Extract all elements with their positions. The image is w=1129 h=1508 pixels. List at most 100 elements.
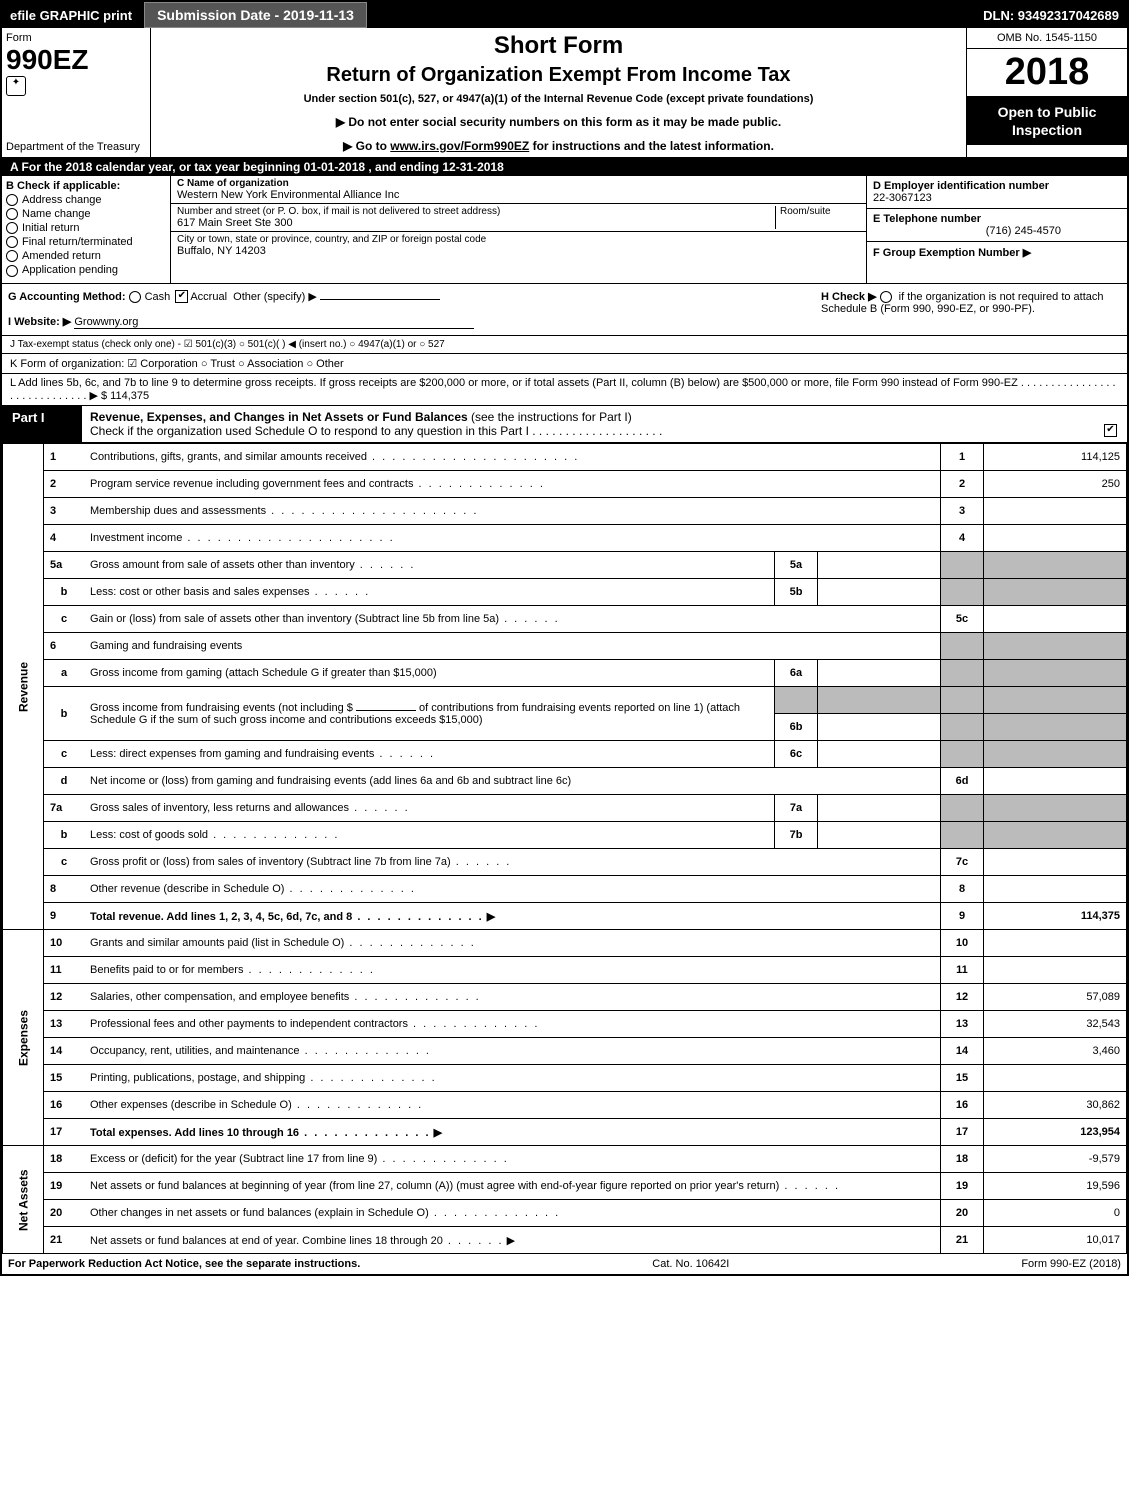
line-box: 12 (941, 984, 984, 1011)
line-amount: 30,862 (984, 1092, 1127, 1119)
line-amount (984, 525, 1127, 552)
sub-box-label: 7a (775, 795, 818, 822)
shaded-cell (984, 579, 1127, 606)
goto-link[interactable]: www.irs.gov/Form990EZ (390, 139, 529, 153)
line-num: 10 (44, 930, 85, 957)
checkbox-icon[interactable] (6, 194, 18, 206)
shaded-cell (941, 633, 984, 660)
address-label: Number and street (or P. O. box, if mail… (177, 206, 775, 217)
row-j-tax-exempt: J Tax-exempt status (check only one) - ☑… (2, 336, 1127, 354)
line-desc: Gross income from gaming (attach Schedul… (84, 660, 775, 687)
shaded-cell (984, 795, 1127, 822)
shaded-cell (984, 660, 1127, 687)
part-i-header: Part I Revenue, Expenses, and Changes in… (2, 406, 1127, 443)
open-to-public-badge: Open to Public Inspection (967, 97, 1127, 145)
checkbox-icon[interactable] (6, 222, 18, 234)
line-desc: Salaries, other compensation, and employ… (90, 991, 481, 1003)
line-desc: Net assets or fund balances at beginning… (90, 1180, 840, 1192)
radio-icon[interactable] (129, 291, 141, 303)
dln-label: DLN: 93492317042689 (975, 4, 1127, 27)
top-bar: efile GRAPHIC print Submission Date - 20… (2, 2, 1127, 28)
line-desc: Professional fees and other payments to … (90, 1018, 539, 1030)
shaded-cell (984, 822, 1127, 849)
chk-address-change: Address change (22, 194, 102, 206)
h-check-block: H Check ▶ if the organization is not req… (815, 284, 1127, 336)
checkbox-checked-icon[interactable] (175, 290, 188, 303)
form-header: Form 990EZ ✦ Department of the Treasury … (2, 28, 1127, 158)
box-c-org-info: C Name of organization Western New York … (171, 176, 867, 283)
sub-box-label: 5b (775, 579, 818, 606)
line-num: 1 (44, 444, 85, 471)
checkbox-icon[interactable] (6, 208, 18, 220)
line-box: 8 (941, 876, 984, 903)
shaded-cell (941, 552, 984, 579)
line-box: 9 (941, 903, 984, 930)
header-mid-col: Short Form Return of Organization Exempt… (151, 28, 967, 157)
sub-box-value (818, 579, 941, 606)
line-amount: 10,017 (984, 1227, 1127, 1254)
return-title: Return of Organization Exempt From Incom… (155, 64, 962, 87)
line-amount: 0 (984, 1200, 1127, 1227)
chk-amended: Amended return (22, 250, 101, 262)
taxyear-strip: A For the 2018 calendar year, or tax yea… (2, 158, 1127, 176)
line-box: 15 (941, 1065, 984, 1092)
line-desc: Program service revenue including govern… (90, 478, 545, 490)
line-desc: Grants and similar amounts paid (list in… (90, 937, 476, 949)
checkbox-icon[interactable] (6, 236, 18, 248)
line-num: 11 (44, 957, 85, 984)
line-desc: Contributions, gifts, grants, and simila… (90, 451, 579, 463)
other-specify-field[interactable] (320, 299, 440, 300)
line-amount: 114,125 (984, 444, 1127, 471)
sub-box-label: 6b (775, 714, 818, 741)
box-d-ein-phone: D Employer identification number 22-3067… (867, 176, 1127, 283)
line-box: 20 (941, 1200, 984, 1227)
shaded-cell (941, 714, 984, 741)
checkbox-icon[interactable] (6, 265, 18, 277)
line-box: 1 (941, 444, 984, 471)
sub-box-label: 6a (775, 660, 818, 687)
line-num: 2 (44, 471, 85, 498)
paperwork-notice: For Paperwork Reduction Act Notice, see … (8, 1258, 360, 1270)
irs-seal-icon: ✦ (6, 76, 26, 96)
line-desc: Printing, publications, postage, and shi… (90, 1072, 437, 1084)
line-amount (984, 849, 1127, 876)
line-amount: 250 (984, 471, 1127, 498)
expenses-section-label: Expenses (3, 930, 44, 1146)
radio-icon[interactable] (880, 291, 892, 303)
line-num: 15 (44, 1065, 85, 1092)
gh-block: G Accounting Method: Cash Accrual Other … (2, 284, 1127, 337)
shaded-cell (984, 633, 1127, 660)
line-box: 2 (941, 471, 984, 498)
line-desc: Less: direct expenses from gaming and fu… (90, 748, 435, 760)
shaded-cell (984, 714, 1127, 741)
contrib-amount-field[interactable] (356, 710, 416, 711)
netassets-section-label: Net Assets (3, 1146, 44, 1254)
line-desc: Other expenses (describe in Schedule O) (90, 1099, 423, 1111)
website-value[interactable]: Growwny.org (74, 316, 474, 329)
sub-box-label: 7b (775, 822, 818, 849)
phone-value: (716) 245-4570 (873, 225, 1121, 237)
line-desc: Less: cost or other basis and sales expe… (90, 586, 370, 598)
row-k-org-form: K Form of organization: ☑ Corporation ○ … (2, 354, 1127, 374)
row-l-text: L Add lines 5b, 6c, and 7b to line 9 to … (10, 377, 1116, 402)
line-amount (984, 1065, 1127, 1092)
line-box: 4 (941, 525, 984, 552)
line-num: 19 (44, 1173, 85, 1200)
line-num: 8 (44, 876, 85, 903)
line-amount (984, 768, 1127, 795)
under-section-text: Under section 501(c), 527, or 4947(a)(1)… (155, 93, 962, 105)
line-box: 10 (941, 930, 984, 957)
line-desc: Investment income (90, 532, 395, 544)
g-accounting: G Accounting Method: Cash Accrual Other … (2, 284, 815, 336)
line-num: c (44, 741, 85, 768)
g-label: G Accounting Method: (8, 291, 126, 303)
line-desc: Total expenses. Add lines 10 through 16 (90, 1127, 431, 1139)
sub-box-value (818, 822, 941, 849)
line-desc: Less: cost of goods sold (90, 829, 339, 841)
schedule-o-checkbox[interactable] (1104, 424, 1117, 437)
line-box: 3 (941, 498, 984, 525)
efile-label[interactable]: efile GRAPHIC print (2, 4, 140, 27)
line-amount: 19,596 (984, 1173, 1127, 1200)
other-label: Other (specify) ▶ (233, 291, 317, 303)
checkbox-icon[interactable] (6, 250, 18, 262)
